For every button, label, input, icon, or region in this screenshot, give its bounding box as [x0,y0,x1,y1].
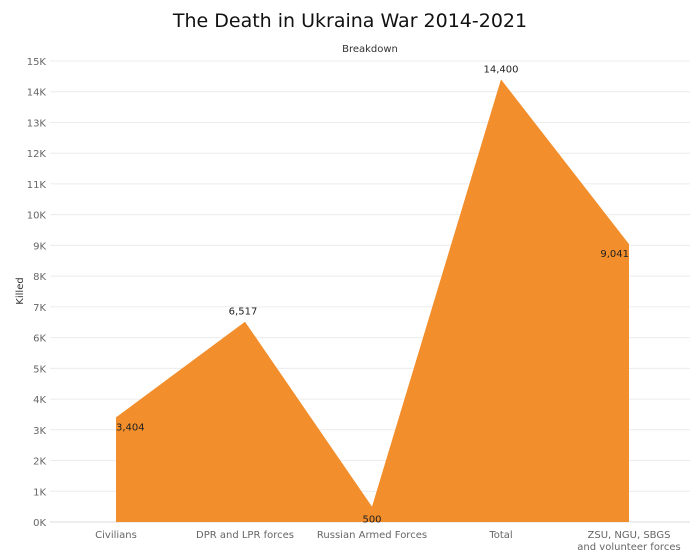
x-tick-label: Total [488,530,512,541]
x-tick-label: DPR and LPR forces [196,530,294,541]
y-tick-label: 7K [33,303,46,314]
data-label: 500 [362,515,381,526]
y-tick-label: 8K [33,272,46,283]
y-axis-label: Killed [15,277,26,304]
y-tick-label: 10K [27,211,47,222]
area-series [115,79,630,523]
y-tick-label: 3K [33,426,46,437]
y-tick-label: 2K [33,457,46,468]
x-tick-label: Civilians [95,530,137,541]
data-label: 6,517 [229,307,258,318]
y-tick-label: 0K [33,518,46,529]
chart-title: The Death in Ukraina War 2014-2021 [172,10,528,32]
y-tick-label: 13K [27,118,47,129]
y-tick-label: 15K [27,57,47,68]
y-tick-label: 6K [33,334,46,345]
column-header: Breakdown [342,44,398,55]
data-label: 3,404 [116,422,145,433]
data-labels: 3,404 6,517 500 14,400 9,041 [116,64,629,525]
y-tick-label: 11K [27,180,47,191]
y-tick-label: 12K [27,149,47,160]
y-tick-label: 4K [33,395,46,406]
y-tick-label: 5K [33,364,46,375]
data-label: 9,041 [600,249,629,260]
y-tick-label: 1K [33,487,46,498]
area-fill [116,79,629,523]
y-axis-ticks: 0K 1K 2K 3K 4K 5K 6K 7K 8K 9K 10K 11K 12K 13K 14K 15K [27,57,47,529]
x-axis-ticks: Civilians DPR and LPR forces Russian Armed… [95,530,681,553]
y-tick-label: 14K [27,88,47,99]
x-tick-label: Russian Armed Forces [317,530,427,541]
x-tick-label: ZSU, NGU, SBGS and volunteer forces [577,530,680,553]
data-label: 14,400 [484,64,519,75]
y-tick-label: 9K [33,241,46,252]
